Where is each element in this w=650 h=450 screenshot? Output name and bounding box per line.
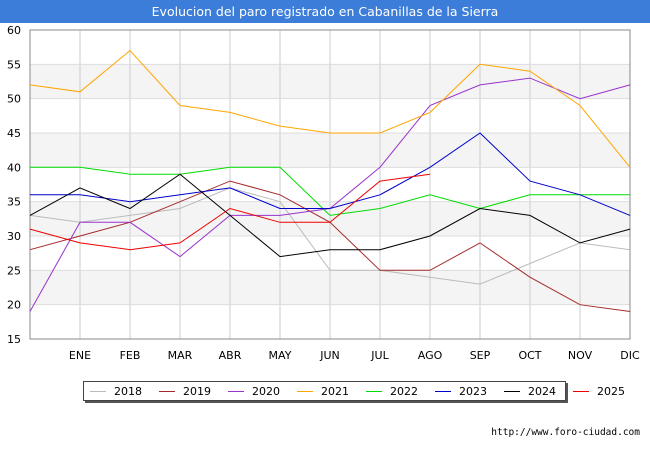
series-line-2018 [29, 187, 631, 285]
legend-item-2021: 2021 [297, 385, 349, 398]
legend-label: 2020 [252, 384, 280, 398]
legend-label: 2019 [183, 384, 211, 398]
legend-item-2022: 2022 [366, 385, 418, 398]
y-tick-label: 45 [7, 127, 21, 140]
legend-label: 2022 [390, 384, 418, 398]
legend-swatch [90, 390, 106, 392]
x-tick-label: FEB [120, 349, 141, 362]
chart-legend: 2018 2019 2020 2021 2022 2023 2024 2025 [83, 381, 625, 401]
x-tick-label: JUN [319, 349, 340, 362]
series-line-2023 [30, 132, 631, 216]
legend-item-2020: 2020 [228, 385, 280, 398]
legend-label: 2023 [459, 384, 487, 398]
y-tick-label: 40 [7, 161, 21, 174]
plot-border [29, 29, 631, 340]
legend-swatch [159, 390, 175, 392]
legend-swatch [435, 390, 451, 392]
x-tick-label: MAY [269, 349, 292, 362]
chart-title: Evolucion del paro registrado en Cabanil… [0, 0, 650, 23]
x-tick-label: ABR [219, 349, 242, 362]
series-line-2021 [29, 49, 631, 168]
legend-swatch [228, 390, 244, 392]
x-tick-label: DIC [620, 349, 640, 362]
legend-item-2025: 2025 [573, 385, 625, 398]
legend-swatch [504, 390, 520, 392]
x-tick-label: NOV [568, 349, 593, 362]
x-tick-label: OCT [518, 349, 541, 362]
legend-label: 2021 [321, 384, 349, 398]
series-line-2024 [29, 173, 631, 258]
y-tick-label: 55 [7, 58, 21, 71]
legend-item-2018: 2018 [90, 385, 142, 398]
x-tick-label: AGO [418, 349, 443, 362]
legend-swatch [297, 390, 313, 392]
x-tick-label: ENE [69, 349, 91, 362]
line-chart: 15 20 25 30 35 40 45 50 55 60 ENE FEB MAR ABR MAY JUN JU… [7, 24, 640, 362]
y-tick-label: 20 [7, 299, 21, 312]
y-tick-label: 60 [7, 24, 21, 37]
y-tick-label: 35 [7, 196, 21, 209]
credit-url[interactable]: http://www.foro-ciudad.com [491, 427, 640, 438]
y-tick-label: 25 [7, 264, 21, 277]
y-tick-label: 30 [7, 230, 21, 243]
y-tick-label: 50 [7, 93, 21, 106]
legend-label: 2025 [597, 384, 625, 398]
legend-swatch [573, 390, 589, 392]
legend-label: 2024 [528, 384, 556, 398]
x-tick-label: JUL [370, 349, 389, 362]
series-line-2022 [30, 166, 630, 216]
legend-label: 2018 [114, 384, 142, 398]
legend-swatch [366, 390, 382, 392]
x-tick-label: MAR [168, 349, 193, 362]
legend-item-2024: 2024 [504, 385, 556, 398]
legend-item-2019: 2019 [159, 385, 211, 398]
y-tick-label: 15 [7, 333, 21, 346]
x-tick-label: SEP [470, 349, 491, 362]
legend-item-2023: 2023 [435, 385, 487, 398]
series-line-2025 [29, 173, 431, 251]
